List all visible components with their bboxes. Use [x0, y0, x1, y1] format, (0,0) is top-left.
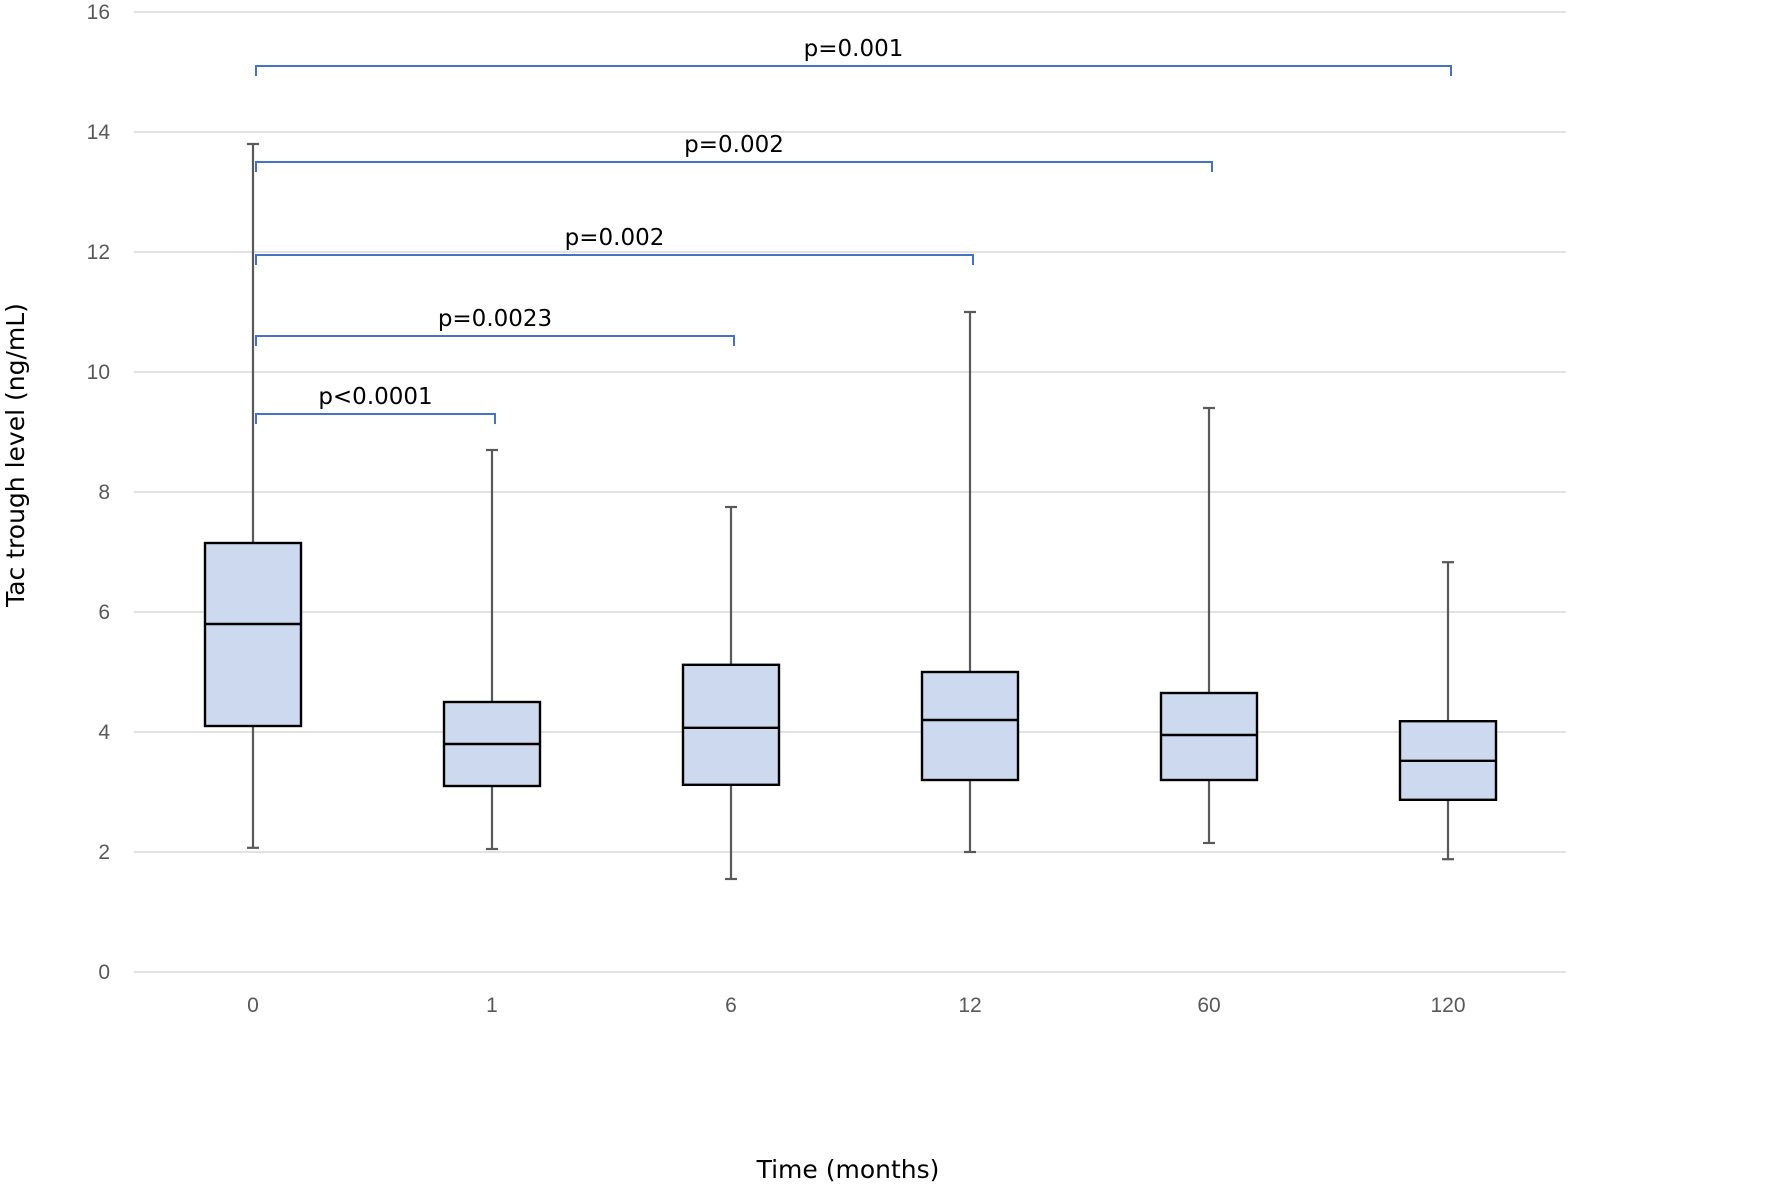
bracket-line [255, 254, 974, 265]
y-tick-label: 4 [98, 721, 110, 744]
bracket-line [255, 413, 496, 424]
x-tick-label: 60 [1197, 994, 1220, 1017]
box-0 [203, 142, 303, 849]
iqr-box [920, 670, 1020, 782]
x-tick-label: 6 [725, 994, 737, 1017]
box-60 [1159, 406, 1259, 845]
iqr-box [203, 541, 303, 728]
box-120 [1398, 561, 1498, 861]
bracket-line [255, 65, 1452, 76]
significance-brackets: p<0.0001 p=0.0023 p=0.002 p=0.002 p=0.001 [255, 36, 1452, 424]
bracket-line [255, 335, 735, 346]
y-axis-ticks: 0 2 4 6 8 10 12 14 16 [87, 1, 111, 984]
p-value-label: p=0.002 [684, 132, 784, 158]
x-axis-ticks: 0 1 6 12 60 120 [247, 994, 1465, 1017]
iqr-box [1159, 691, 1259, 782]
y-tick-label: 6 [98, 601, 110, 624]
sig-bracket-6: p=0.0023 [255, 306, 735, 346]
box-1 [442, 448, 542, 851]
x-axis-title: Time (months) [756, 1155, 940, 1184]
y-axis-title: Tac trough level (ng/mL) [1, 303, 30, 608]
p-value-label: p=0.0023 [438, 306, 552, 332]
y-tick-label: 12 [87, 241, 110, 264]
sig-bracket-12: p=0.002 [255, 225, 974, 265]
gridlines [134, 11, 1566, 973]
box-12 [920, 310, 1020, 854]
sig-bracket-120: p=0.001 [255, 36, 1452, 76]
bracket-line [255, 161, 1213, 172]
x-tick-label: 120 [1430, 994, 1465, 1017]
y-tick-label: 14 [87, 121, 111, 144]
x-tick-label: 0 [247, 994, 259, 1017]
y-tick-label: 10 [87, 361, 110, 384]
y-tick-label: 0 [98, 961, 110, 984]
y-tick-label: 2 [98, 841, 110, 864]
y-tick-label: 8 [98, 481, 110, 504]
y-tick-label: 16 [87, 1, 110, 24]
sig-bracket-1: p<0.0001 [255, 384, 496, 424]
p-value-label: p=0.001 [804, 36, 904, 62]
p-value-label: p<0.0001 [318, 384, 432, 410]
x-tick-label: 1 [486, 994, 498, 1017]
iqr-box [681, 663, 781, 786]
sig-bracket-60: p=0.002 [255, 132, 1213, 172]
boxes [203, 142, 1498, 881]
x-tick-label: 12 [958, 994, 981, 1017]
p-value-label: p=0.002 [565, 225, 665, 251]
box-6 [681, 505, 781, 881]
